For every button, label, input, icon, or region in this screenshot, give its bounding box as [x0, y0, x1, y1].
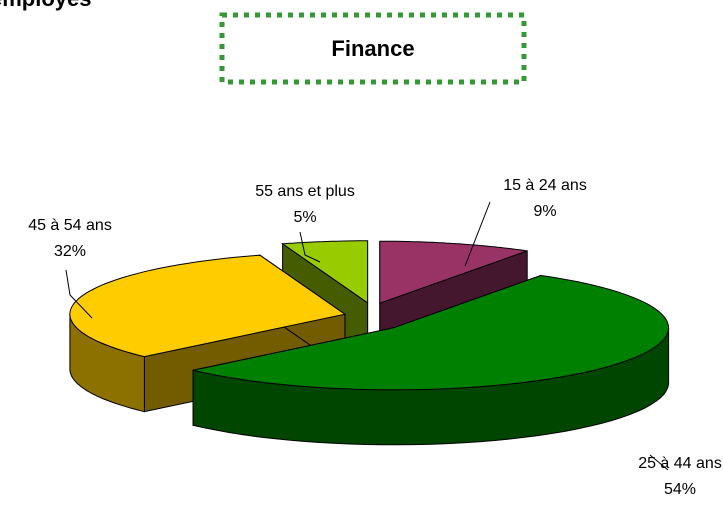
slice-label: 25 à 44 ans [638, 455, 722, 472]
slice-top [192, 274, 670, 391]
subtitle-box [219, 12, 527, 85]
slice-label: 15 à 24 ans [503, 177, 587, 194]
slice [192, 274, 670, 446]
slice-top [69, 254, 347, 358]
leader-line [649, 454, 669, 471]
slice-value-label: 54% [664, 481, 696, 498]
slice-value-label: 5% [293, 209, 316, 226]
leader-line [464, 201, 491, 267]
slice-top [281, 240, 369, 304]
slice-label: 55 ans et plus [255, 183, 355, 200]
leader-line [299, 231, 321, 263]
slice-label: 45 à 54 ans [28, 217, 112, 234]
leader-line [65, 269, 93, 319]
slice-value-label: 9% [533, 203, 556, 220]
slice-top [379, 240, 528, 304]
chart-title: employés [0, 0, 92, 11]
slice-value-label: 32% [54, 243, 86, 260]
pie [69, 240, 670, 446]
subtitle: Finance [331, 36, 414, 61]
